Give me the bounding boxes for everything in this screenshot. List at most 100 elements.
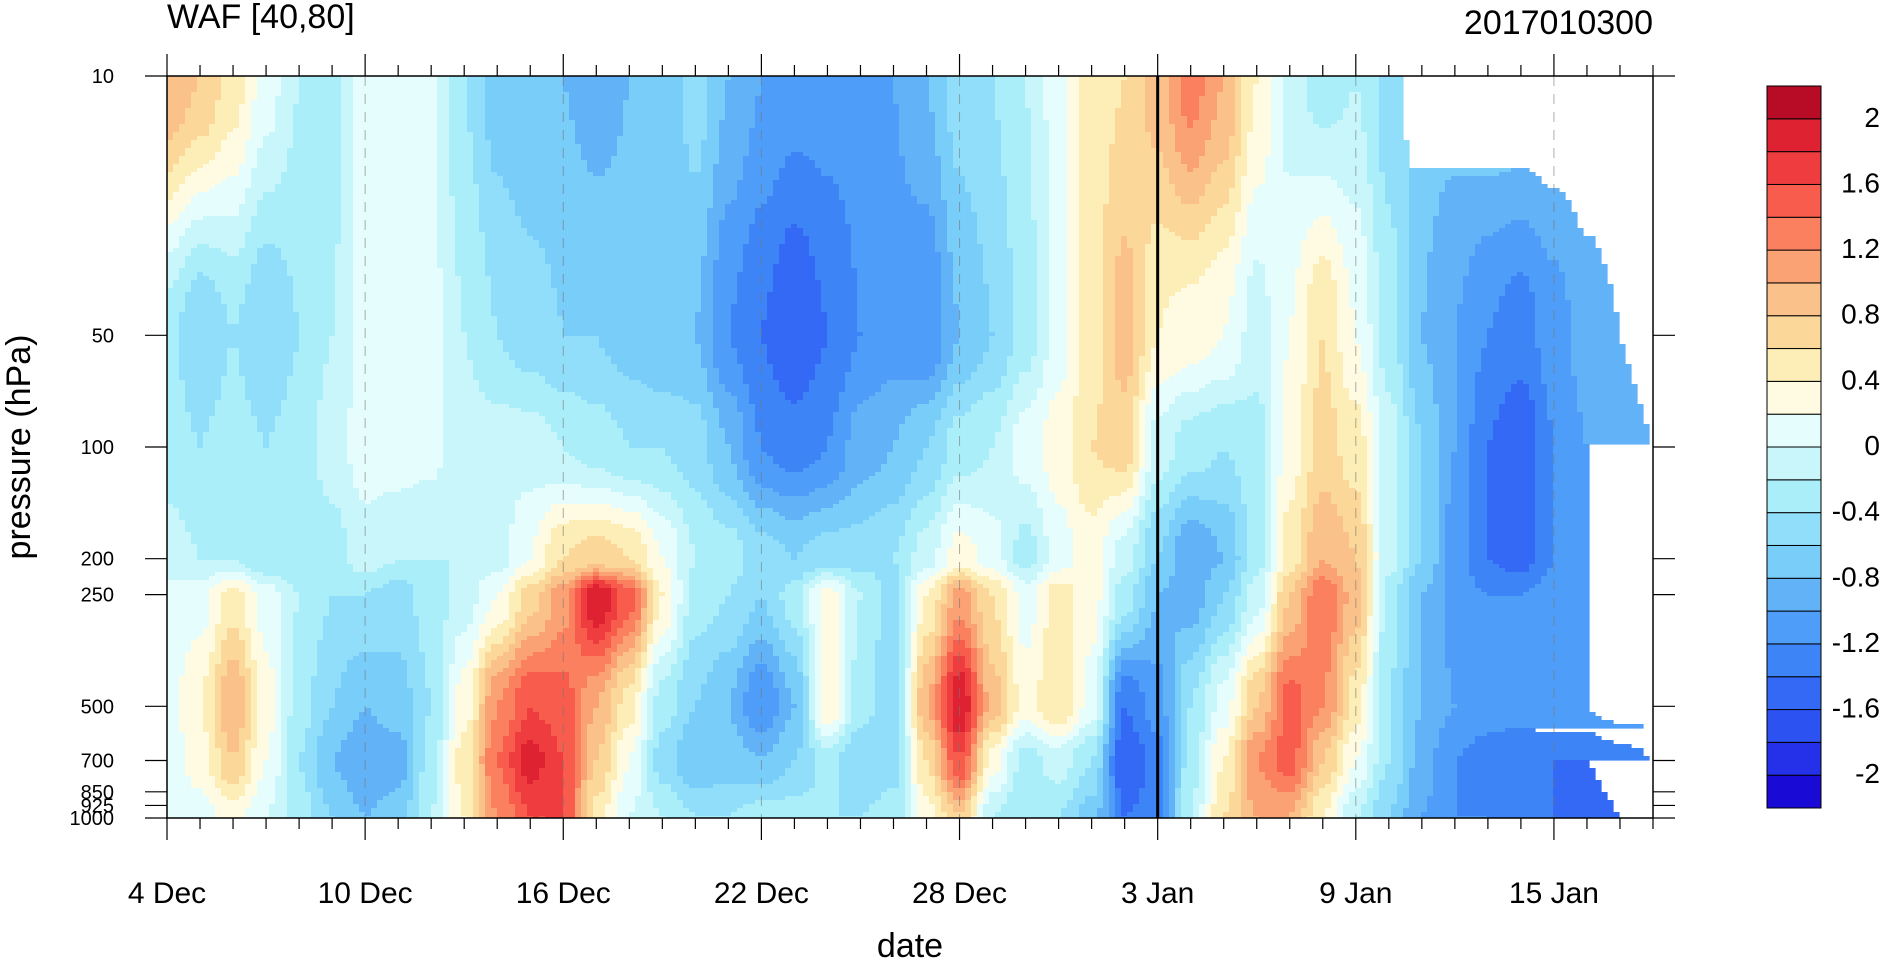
field-cell <box>839 408 858 413</box>
field-cell <box>953 388 996 393</box>
field-cell <box>569 452 666 457</box>
field-cell <box>1271 388 1284 393</box>
field-cell <box>947 444 996 449</box>
field-cell <box>341 512 516 517</box>
field-cell <box>905 172 942 177</box>
field-cell <box>167 344 180 349</box>
field-cell <box>1043 360 1068 365</box>
field-cell <box>839 192 912 197</box>
field-cell <box>503 184 714 189</box>
field-cell <box>779 384 810 389</box>
field-cell <box>689 148 702 153</box>
field-cell <box>911 472 942 477</box>
field-cell <box>185 204 240 209</box>
field-cell <box>1283 532 1302 537</box>
field-cell <box>1367 312 1380 317</box>
field-cell <box>341 184 354 189</box>
field-cell <box>167 316 180 321</box>
field-cell <box>1133 336 1146 341</box>
field-cell <box>1313 416 1338 421</box>
field-cell <box>1037 492 1056 497</box>
field-cell <box>203 272 252 277</box>
field-cell <box>1019 420 1044 425</box>
field-cell <box>827 340 858 345</box>
field-cell <box>1133 476 1140 481</box>
field-cell <box>647 504 678 509</box>
field-cell <box>971 192 1008 197</box>
field-cell <box>779 464 810 469</box>
field-cell <box>1049 308 1068 313</box>
field-cell <box>341 516 516 521</box>
field-cell <box>713 264 744 269</box>
field-cell <box>1313 520 1344 525</box>
field-cell <box>1379 408 1398 413</box>
field-cell <box>1457 324 1494 329</box>
field-cell <box>1025 80 1044 85</box>
field-cell <box>1097 408 1134 413</box>
field-cell <box>353 252 438 257</box>
field-cell <box>167 360 180 365</box>
field-cell <box>1235 100 1242 105</box>
field-cell <box>1427 296 1464 301</box>
field-cell <box>455 196 480 201</box>
field-cell <box>1049 352 1068 357</box>
field-cell <box>443 348 468 353</box>
field-cell <box>719 228 750 233</box>
field-cell <box>1343 264 1368 269</box>
field-cell <box>1361 408 1368 413</box>
field-cell <box>941 324 960 329</box>
field-cell <box>965 176 1008 181</box>
field-cell <box>1265 264 1302 269</box>
field-cell <box>1235 184 1242 189</box>
field-cell <box>167 156 180 161</box>
field-cell <box>605 408 702 413</box>
field-cell <box>833 424 852 429</box>
field-cell <box>1313 268 1332 273</box>
field-cell <box>1565 280 1608 285</box>
field-cell <box>1307 340 1320 345</box>
field-cell <box>1271 340 1290 345</box>
field-cell <box>1361 404 1368 409</box>
field-cell <box>341 152 354 157</box>
field-cell <box>1301 456 1314 461</box>
field-cell <box>917 404 948 409</box>
field-cell <box>689 168 702 173</box>
field-cell <box>791 152 804 157</box>
field-cell <box>479 216 522 221</box>
field-cell <box>1343 372 1368 377</box>
field-cell <box>1535 408 1548 413</box>
field-cell <box>953 292 990 297</box>
field-cell <box>743 484 762 489</box>
field-cell <box>239 248 258 253</box>
field-cell <box>953 352 984 357</box>
field-cell <box>1067 248 1080 253</box>
field-cell <box>245 296 294 301</box>
field-cell <box>1469 524 1488 529</box>
field-cell <box>1235 512 1248 517</box>
field-cell <box>557 436 624 441</box>
field-cell <box>545 416 612 421</box>
field-cell <box>749 128 900 133</box>
field-cell <box>1403 396 1416 401</box>
field-cell <box>221 92 246 97</box>
field-cell <box>947 96 996 101</box>
field-cell <box>761 92 894 97</box>
field-cell <box>299 344 330 349</box>
field-cell <box>1235 272 1254 277</box>
field-cell <box>941 524 1002 529</box>
field-cell <box>1409 332 1422 337</box>
field-cell <box>749 132 900 137</box>
field-cell <box>251 100 276 105</box>
field-cell <box>1073 448 1092 453</box>
field-cell <box>1457 440 1470 445</box>
field-cell <box>779 380 810 385</box>
field-cell <box>1103 300 1116 305</box>
field-cell <box>1175 444 1266 449</box>
field-cell <box>989 300 1014 305</box>
field-cell <box>1265 520 1272 525</box>
field-cell <box>1523 380 1542 385</box>
field-cell <box>1367 464 1374 469</box>
field-cell <box>1361 428 1374 433</box>
field-cell <box>683 512 714 517</box>
field-cell <box>443 288 462 293</box>
